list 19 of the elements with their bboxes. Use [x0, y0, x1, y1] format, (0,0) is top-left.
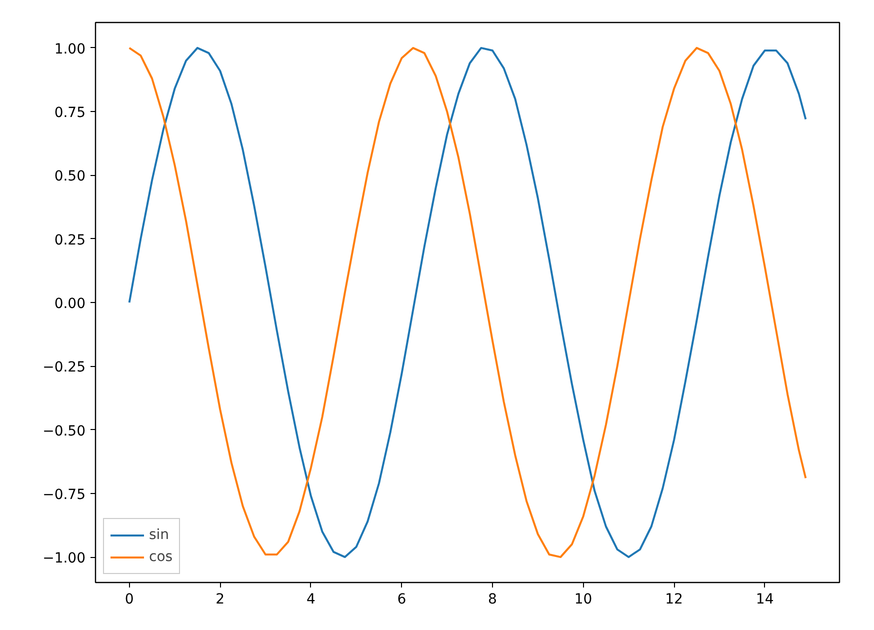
x-tick-label: 10	[574, 592, 592, 608]
y-tick-label: −0.25	[42, 360, 86, 376]
x-tick-label: 14	[756, 592, 774, 608]
x-tick-label: 0	[124, 592, 134, 608]
y-tick-label: 1.00	[54, 41, 86, 58]
legend-label: sin	[149, 527, 170, 543]
y-tick-label: −0.50	[42, 423, 86, 440]
x-tick-label: 12	[665, 592, 683, 608]
y-tick-label: 0.75	[54, 105, 86, 122]
x-tick-label: 8	[488, 592, 497, 608]
y-tick-label: −0.75	[42, 486, 86, 503]
x-tick-label: 6	[397, 592, 406, 608]
x-tick-label: 2	[216, 592, 225, 608]
x-tick-label: 4	[306, 592, 316, 608]
y-tick-label: −1.00	[42, 550, 86, 567]
y-tick-label: 0.00	[54, 296, 86, 312]
y-tick-label: 0.25	[54, 232, 86, 248]
legend-label: cos	[149, 549, 173, 565]
y-tick-label: 0.50	[54, 168, 86, 185]
